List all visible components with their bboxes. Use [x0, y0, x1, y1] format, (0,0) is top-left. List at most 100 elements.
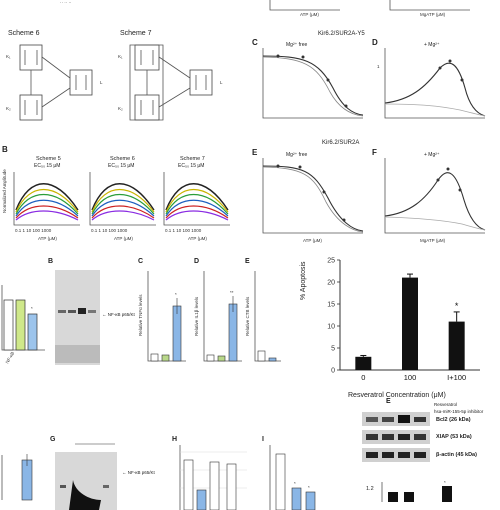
scheme6-curves [89, 172, 156, 226]
svg-text:**: ** [230, 290, 234, 295]
apoptosis-xlabel: Resveratrol Concentration (μM) [348, 392, 446, 399]
svg-text:MgATP (μM): MgATP (μM) [420, 238, 446, 243]
y-tick-label: 0 [331, 368, 335, 375]
svg-text:K₁: K₁ [118, 54, 123, 59]
svg-text:0.1 1 10 100 1000: 0.1 1 10 100 1000 [91, 228, 128, 233]
mid-gel [55, 270, 100, 365]
svg-text:ATP (μM): ATP (μM) [303, 238, 322, 243]
svg-text:0.1 1 10 100 1000: 0.1 1 10 100 1000 [165, 228, 202, 233]
scheme7b-label: Scheme 7 [180, 156, 205, 162]
ec6-label: EC₅₀ 15 μM [108, 163, 135, 169]
mid-chart-d: Relative IL1β levels ** [194, 271, 242, 362]
bottom-gel-label: ← NF-κB p65/Kt [122, 470, 155, 475]
scheme6-title: Scheme 6 [8, 30, 40, 37]
panel-e-label: E [252, 148, 258, 157]
svg-text:Normalized Amplitude: Normalized Amplitude [2, 169, 7, 213]
scheme6b-label: Scheme 6 [110, 156, 135, 162]
svg-text:ATP (μM): ATP (μM) [114, 236, 133, 241]
panel-b-multicurves: Normalized Amplitude 0.1 1 10 100 1000 0… [2, 169, 230, 241]
mid-panel-b-label: B [48, 258, 54, 265]
y-tick-label: 20 [327, 280, 335, 287]
ec7-label: EC₅₀ 15 μM [178, 163, 205, 169]
panel-e-sub: Mg²⁺ free [286, 152, 308, 158]
scheme7-curves [163, 172, 230, 226]
svg-text:Relative TNFα levels: Relative TNFα levels [138, 294, 143, 336]
y-tick-label: 25 [327, 258, 335, 265]
svg-text:ATP (μM): ATP (μM) [188, 236, 207, 241]
scheme6-diagram: K₁ K₂ L [6, 44, 103, 121]
bar [355, 356, 372, 370]
bottom-ytick: 1.2 [366, 486, 374, 492]
svg-text:MgATP (μM): MgATP (μM) [420, 12, 446, 17]
svg-text:*: * [444, 480, 446, 485]
resveratrol-row-label: Resveratrol [434, 402, 458, 407]
svg-text:L: L [100, 80, 103, 85]
svg-text:*: * [31, 306, 33, 311]
svg-text:ATP (μM): ATP (μM) [300, 12, 319, 17]
svg-text:K₂: K₂ [6, 106, 11, 111]
scheme7-diagram: K₁ K₂ L [118, 44, 223, 121]
mid-panel-d-label: D [194, 258, 200, 265]
svg-text:*: * [175, 292, 177, 297]
ec5-label: EC₅₀ 15 μM [34, 163, 61, 169]
significance-star: * [455, 301, 459, 311]
state-box [19, 44, 43, 71]
svg-text:·· ·· ··: ·· ·· ·· [60, 0, 72, 5]
left-mini-bars: * NF-κB [1, 285, 45, 365]
svg-text:1: 1 [377, 64, 380, 69]
svg-text:*: * [308, 485, 310, 490]
kir-ys-title: Kir6.2/SUR2A-Y5 [318, 31, 365, 37]
svg-text:0.1 1 10 100 1000: 0.1 1 10 100 1000 [15, 228, 52, 233]
panel-d-label: D [372, 38, 378, 47]
panel-c-curve [262, 48, 364, 119]
bar [402, 277, 418, 370]
x-tick-label: 0 [361, 373, 365, 382]
mid-gel-label: ← NF-κB p65/Kt [102, 312, 135, 317]
bottom-panel-e-label: E [386, 398, 391, 405]
panel-c-sub: Mg²⁺ free [286, 42, 308, 48]
bottom-panel-h-label: H [172, 436, 178, 443]
bottom-left-mini [1, 454, 33, 501]
bottom-panel-g-label: G [50, 436, 56, 443]
y-tick-label: 5 [331, 346, 335, 353]
mid-chart-e: Relative CTB levels [245, 271, 281, 362]
bottom-right-mini: * [381, 480, 452, 502]
svg-text:Relative CTB levels: Relative CTB levels [245, 296, 250, 336]
bar [448, 321, 465, 370]
panel-b-letter: B [2, 145, 8, 154]
svg-text:L: L [220, 80, 223, 85]
svg-text:K₂: K₂ [118, 106, 123, 111]
panel-f-curve: MgATP (μM) [384, 158, 486, 243]
svg-text:K₁: K₁ [6, 54, 11, 59]
panel-f-sub: + Mg²⁺ [424, 152, 440, 158]
svg-text:NF-κB: NF-κB [5, 351, 16, 365]
xiap-label: XIAP (53 kDa) [436, 434, 472, 440]
mid-panel-e-label: E [245, 258, 250, 265]
y-tick-label: 10 [327, 324, 335, 331]
panel-f-label: F [372, 148, 377, 157]
bottom-panel-i-label: I [262, 436, 264, 443]
panel-e-curve: ATP (μM) [262, 158, 364, 243]
svg-text:*: * [294, 481, 296, 486]
x-tick-label: 100 [404, 373, 417, 382]
x-tick-label: I+100 [447, 373, 466, 382]
y-tick-label: 15 [327, 302, 335, 309]
scheme5-label: Scheme 5 [36, 156, 61, 162]
mid-chart-c: Relative TNFα levels * [138, 271, 186, 362]
western-blot [362, 412, 430, 462]
apoptosis-ylabel: % Apoptosis [300, 261, 307, 300]
state-box [69, 69, 93, 96]
svg-text:Relative IL1β levels: Relative IL1β levels [194, 296, 199, 336]
kir-title: Kir6.2/SUR2A [322, 140, 360, 146]
mid-panel-c-label: C [138, 258, 144, 265]
state-box [19, 94, 43, 121]
panel-c-label: C [252, 38, 258, 47]
scheme5-curves [13, 172, 80, 226]
apoptosis-chart: 0 5 10 15 20 25 0 100 I+100 * [327, 258, 480, 382]
svg-text:ATP (μM): ATP (μM) [38, 236, 57, 241]
panel-d-curve: 1 [377, 48, 486, 119]
mirna-row-label: hsa-miR-155-5p inhibitor [434, 409, 484, 414]
bactin-label: β-actin (45 kDa) [436, 452, 477, 458]
panel-d-sub: + Mg²⁺ [424, 42, 440, 48]
